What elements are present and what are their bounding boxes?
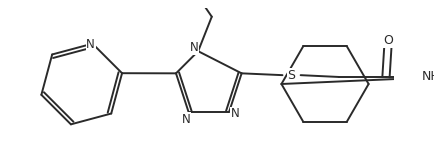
Text: N: N xyxy=(231,107,240,120)
Text: N: N xyxy=(190,41,199,54)
Text: O: O xyxy=(383,34,393,47)
Text: NH: NH xyxy=(422,70,434,83)
Text: N: N xyxy=(86,38,95,51)
Text: S: S xyxy=(288,69,296,82)
Text: N: N xyxy=(181,113,190,126)
